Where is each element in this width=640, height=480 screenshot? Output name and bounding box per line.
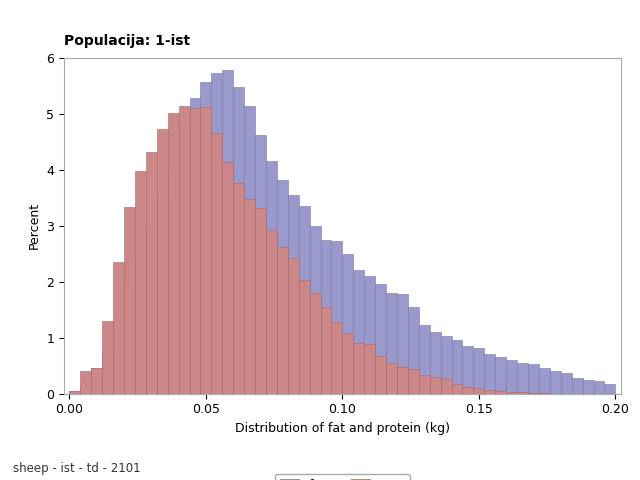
- Bar: [463, 346, 474, 394]
- Bar: [474, 348, 484, 394]
- Bar: [135, 263, 146, 394]
- Y-axis label: Percent: Percent: [28, 202, 41, 249]
- Bar: [277, 247, 288, 394]
- Bar: [539, 393, 550, 394]
- Bar: [146, 152, 157, 394]
- Bar: [146, 226, 157, 394]
- Bar: [353, 270, 364, 394]
- Text: Populacija: 1-ist: Populacija: 1-ist: [64, 34, 190, 48]
- Bar: [604, 384, 615, 394]
- Bar: [332, 322, 342, 394]
- Bar: [113, 321, 124, 394]
- Bar: [386, 293, 397, 394]
- Bar: [550, 371, 561, 394]
- Bar: [593, 381, 604, 394]
- Bar: [102, 350, 113, 394]
- Legend: fat, prot: fat, prot: [275, 474, 410, 480]
- Bar: [200, 82, 211, 394]
- Bar: [157, 129, 168, 394]
- Bar: [310, 226, 321, 394]
- Text: sheep - ist - td - 2101: sheep - ist - td - 2101: [13, 462, 140, 475]
- Bar: [277, 180, 288, 394]
- Bar: [484, 390, 495, 394]
- Bar: [528, 393, 539, 394]
- X-axis label: Distribution of fat and protein (kg): Distribution of fat and protein (kg): [235, 422, 450, 435]
- Bar: [124, 287, 135, 394]
- Bar: [397, 294, 408, 394]
- Bar: [484, 354, 495, 394]
- Bar: [113, 262, 124, 394]
- Bar: [266, 229, 277, 394]
- Bar: [528, 364, 539, 394]
- Bar: [135, 171, 146, 394]
- Bar: [441, 336, 452, 394]
- Bar: [332, 241, 342, 394]
- Bar: [255, 135, 266, 394]
- Bar: [189, 108, 200, 394]
- Bar: [92, 369, 102, 394]
- Bar: [189, 98, 200, 394]
- Bar: [539, 368, 550, 394]
- Bar: [506, 360, 517, 394]
- Bar: [266, 161, 277, 394]
- Bar: [299, 206, 310, 394]
- Bar: [255, 208, 266, 394]
- Bar: [124, 207, 135, 394]
- Bar: [397, 367, 408, 394]
- Bar: [233, 87, 244, 394]
- Bar: [441, 379, 452, 394]
- Bar: [299, 280, 310, 394]
- Bar: [70, 391, 81, 394]
- Bar: [474, 388, 484, 394]
- Bar: [375, 284, 386, 394]
- Bar: [81, 386, 92, 394]
- Bar: [495, 357, 506, 394]
- Bar: [102, 321, 113, 394]
- Bar: [211, 133, 222, 394]
- Bar: [92, 369, 102, 394]
- Bar: [419, 325, 429, 394]
- Bar: [81, 371, 92, 394]
- Bar: [233, 183, 244, 394]
- Bar: [288, 258, 299, 394]
- Bar: [321, 240, 332, 394]
- Bar: [211, 73, 222, 394]
- Bar: [517, 393, 528, 394]
- Bar: [452, 340, 463, 394]
- Bar: [429, 332, 441, 394]
- Bar: [452, 384, 463, 394]
- Bar: [582, 380, 593, 394]
- Bar: [429, 377, 441, 394]
- Bar: [168, 113, 179, 394]
- Bar: [168, 171, 179, 394]
- Bar: [321, 307, 332, 394]
- Bar: [364, 344, 375, 394]
- Bar: [419, 374, 429, 394]
- Bar: [244, 107, 255, 394]
- Bar: [288, 195, 299, 394]
- Bar: [179, 129, 189, 394]
- Bar: [222, 162, 233, 394]
- Bar: [353, 343, 364, 394]
- Bar: [408, 307, 419, 394]
- Bar: [517, 363, 528, 394]
- Bar: [506, 392, 517, 394]
- Bar: [342, 333, 353, 394]
- Bar: [244, 199, 255, 394]
- Bar: [222, 71, 233, 394]
- Bar: [179, 106, 189, 394]
- Bar: [364, 276, 375, 394]
- Bar: [342, 253, 353, 394]
- Bar: [157, 195, 168, 394]
- Bar: [386, 363, 397, 394]
- Bar: [70, 391, 81, 394]
- Bar: [463, 387, 474, 394]
- Bar: [408, 369, 419, 394]
- Bar: [310, 293, 321, 394]
- Bar: [561, 373, 572, 394]
- Bar: [572, 378, 582, 394]
- Bar: [375, 356, 386, 394]
- Bar: [495, 391, 506, 394]
- Bar: [200, 107, 211, 394]
